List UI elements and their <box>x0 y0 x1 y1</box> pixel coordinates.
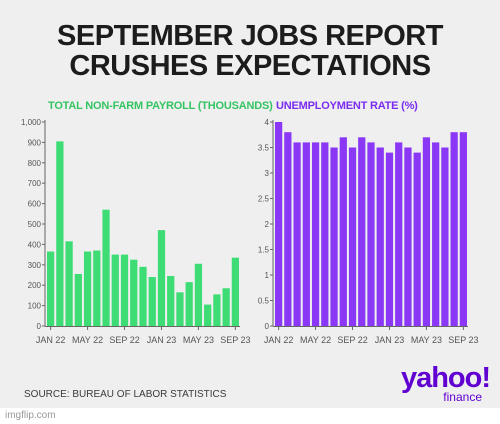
payroll-bar <box>139 266 147 326</box>
unemployment-y-tick-label: 0.5 <box>258 297 270 306</box>
payroll-bar <box>148 277 156 326</box>
unemployment-y-tick-label: 0 <box>265 322 270 331</box>
payroll-chart-title: TOTAL NON-FARM PAYROLL (THOUSANDS) <box>48 100 273 112</box>
unemployment-bar <box>450 132 458 326</box>
payroll-bar <box>65 241 73 326</box>
watermark: imgflip.com <box>5 410 56 421</box>
payroll-x-tick-label: SEP 23 <box>220 335 250 345</box>
payroll-y-tick-label: 500 <box>28 220 42 229</box>
unemployment-bar <box>422 137 431 326</box>
payroll-bar <box>83 251 92 326</box>
payroll-bar <box>56 141 64 326</box>
payroll-bar <box>222 288 230 326</box>
unemployment-y-tick-label: 1 <box>265 271 270 280</box>
payroll-y-tick-label: 900 <box>28 138 42 147</box>
unemployment-bar <box>311 142 320 326</box>
yahoo-finance-logo: yahoo! finance <box>395 362 491 405</box>
payroll-bar <box>120 254 129 326</box>
unemployment-bar <box>348 147 357 326</box>
payroll-bar <box>111 254 119 326</box>
payroll-y-tick-label: 0 <box>37 322 42 331</box>
unemployment-bar <box>321 142 329 326</box>
unemployment-x-tick-label: JAN 22 <box>264 335 294 345</box>
unemployment-y-tick-label: 4 <box>265 118 270 127</box>
unemployment-y-tick-label: 2.5 <box>258 195 270 204</box>
unemployment-y-tick-label: 3 <box>265 169 270 178</box>
payroll-bar <box>130 259 138 326</box>
unemployment-bar <box>275 122 283 326</box>
unemployment-x-tick-label: MAY 22 <box>300 335 331 345</box>
unemployment-x-tick-label: MAY 23 <box>411 335 442 345</box>
source-note: SOURCE: BUREAU OF LABOR STATISTICS <box>24 389 227 400</box>
brand-name: yahoo! <box>400 362 491 394</box>
payroll-bar <box>74 273 82 326</box>
payroll-bar <box>167 276 175 326</box>
unemployment-bar <box>367 142 375 326</box>
unemployment-x-tick-label: JAN 23 <box>375 335 405 345</box>
payroll-y-tick-label: 200 <box>28 281 42 290</box>
unemployment-bar <box>293 142 301 326</box>
unemployment-bar <box>358 137 366 326</box>
payroll-bar <box>194 263 203 326</box>
payroll-x-tick-label: SEP 22 <box>109 335 139 345</box>
unemployment-bar <box>441 147 449 326</box>
payroll-x-tick-label: JAN 23 <box>147 335 177 345</box>
unemployment-bar <box>330 147 338 326</box>
payroll-y-tick-label: 600 <box>28 200 42 209</box>
headline-line-2: CRUSHES EXPECTATIONS <box>69 50 431 82</box>
payroll-x-tick-label: MAY 22 <box>72 335 103 345</box>
unemployment-bar <box>432 142 440 326</box>
payroll-y-tick-label: 800 <box>28 159 42 168</box>
unemployment-bar <box>395 142 403 326</box>
unemployment-y-tick-label: 3.5 <box>258 144 270 153</box>
unemployment-bar <box>376 147 384 326</box>
unemployment-bar <box>459 132 467 326</box>
payroll-bar <box>204 304 212 326</box>
payroll-y-tick-label: 300 <box>28 261 42 270</box>
payroll-bar <box>157 230 166 326</box>
payroll-bar <box>185 282 193 326</box>
payroll-y-tick-label: 700 <box>28 179 42 188</box>
unemployment-bar <box>284 132 292 326</box>
unemployment-bar <box>385 152 394 326</box>
payroll-y-tick-label: 100 <box>28 302 42 311</box>
unemployment-bar <box>302 142 310 326</box>
unemployment-x-tick-label: SEP 23 <box>448 335 478 345</box>
payroll-bar <box>47 251 55 326</box>
charts-svg: 0 100 200 300 400 500 600 700 800 900 1,000 JAN 22 M… <box>21 118 479 345</box>
payroll-bar <box>213 294 221 326</box>
headline-line-1: SEPTEMBER JOBS REPORT <box>57 20 443 52</box>
payroll-bar <box>93 250 101 326</box>
payroll-bar <box>176 292 184 326</box>
unemployment-bar <box>404 147 412 326</box>
unemployment-y-tick-label: 2 <box>265 220 270 229</box>
payroll-y-tick-label: 400 <box>28 240 42 249</box>
unemployment-x-tick-label: SEP 22 <box>337 335 367 345</box>
unemployment-bar <box>413 152 421 326</box>
unemployment-bar <box>339 137 347 326</box>
unemployment-chart-title: UNEMPLOYMENT RATE (%) <box>276 100 418 112</box>
payroll-x-tick-label: JAN 22 <box>36 335 66 345</box>
payroll-y-tick-label: 1,000 <box>21 118 42 127</box>
brand-sub: finance <box>443 390 482 404</box>
payroll-bar <box>102 209 110 326</box>
payroll-bar <box>231 257 239 326</box>
unemployment-y-tick-label: 1.5 <box>258 246 270 255</box>
payroll-x-tick-label: MAY 23 <box>183 335 214 345</box>
